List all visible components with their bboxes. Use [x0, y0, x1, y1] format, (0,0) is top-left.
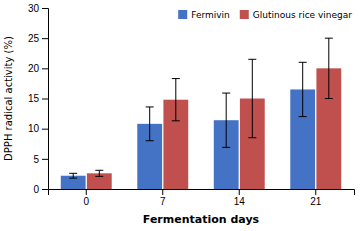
error-cap	[172, 78, 180, 79]
marks	[61, 38, 341, 189]
x-tick: 21	[310, 189, 322, 207]
error-bar	[99, 170, 100, 176]
x-tick: 0	[83, 189, 89, 207]
error-cap	[69, 173, 77, 174]
error-cap	[146, 106, 154, 107]
y-axis-line	[42, 9, 49, 190]
legend-item: Glutinous rice vinegar	[240, 10, 353, 20]
x-tick: 14	[234, 189, 246, 207]
legend: Fermivin Glutinous rice vinegar	[178, 10, 352, 20]
error-cap	[172, 120, 180, 121]
error-cap	[299, 62, 307, 63]
y-tick-mark	[42, 189, 48, 190]
x-tick-mark	[315, 189, 316, 195]
legend-swatch	[240, 10, 249, 19]
error-bar	[328, 38, 329, 98]
error-cap	[95, 170, 103, 171]
error-cap	[95, 176, 103, 177]
y-tick-mark	[42, 38, 48, 39]
y-axis: 0 5 10 15 20 25 30	[28, 3, 49, 195]
error-cap	[248, 137, 256, 138]
bar	[61, 176, 86, 189]
y-tick-label: 0	[33, 184, 39, 195]
y-tick-label: 20	[28, 63, 40, 74]
legend-label: Glutinous rice vinegar	[253, 10, 353, 20]
error-bar	[252, 59, 253, 137]
y-tick: 30	[28, 3, 48, 14]
y-tick-mark	[42, 129, 48, 130]
x-tick-mark	[162, 189, 163, 195]
error-cap	[146, 140, 154, 141]
series	[87, 38, 341, 189]
error-cap	[325, 38, 333, 39]
y-tick-label: 25	[28, 33, 40, 44]
y-tick-mark	[42, 8, 48, 9]
y-tick-mark	[42, 68, 48, 69]
y-tick: 15	[28, 93, 48, 104]
x-tick-label: 0	[83, 196, 89, 207]
series	[61, 62, 315, 189]
error-bar	[175, 79, 176, 121]
error-bar	[149, 107, 150, 141]
error-cap	[248, 59, 256, 60]
y-tick: 20	[28, 63, 48, 74]
x-tick-mark	[86, 189, 87, 195]
y-tick: 10	[28, 123, 48, 134]
x-tick-label: 7	[160, 196, 166, 207]
y-tick: 0	[33, 184, 48, 195]
x-axis-title: Fermentation days	[143, 213, 260, 226]
error-bar	[73, 173, 74, 178]
y-tick-label: 5	[33, 154, 39, 165]
y-axis-title: DPPH radical activity (%)	[3, 36, 14, 161]
y-tick-mark	[42, 99, 48, 100]
y-tick-mark	[42, 159, 48, 160]
error-bar	[302, 62, 303, 116]
legend-swatch	[178, 10, 187, 19]
x-tick-mark	[239, 189, 240, 195]
plot: 0 5 10 15 20 25 30 0 7 14 21 Fermivin Glutinous rice…	[28, 3, 355, 207]
legend-label: Fermivin	[191, 10, 230, 20]
x-tick-label: 14	[234, 196, 246, 207]
y-tick-label: 15	[28, 93, 40, 104]
error-cap	[325, 98, 333, 99]
error-bar	[226, 93, 227, 147]
legend-item: Fermivin	[178, 10, 230, 20]
y-tick-label: 10	[28, 123, 40, 134]
x-axis-line	[49, 190, 355, 196]
y-tick: 5	[33, 154, 48, 165]
x-tick: 7	[160, 189, 166, 207]
error-cap	[69, 178, 77, 179]
y-tick: 25	[28, 33, 48, 44]
x-tick-label: 21	[310, 196, 322, 207]
error-cap	[222, 147, 230, 148]
chart: 0 5 10 15 20 25 30 0 7 14 21 Fermivin Glutinous rice…	[0, 0, 364, 231]
error-cap	[222, 93, 230, 94]
x-axis: 0 7 14 21	[49, 189, 355, 207]
y-tick-label: 30	[28, 3, 40, 14]
error-cap	[299, 116, 307, 117]
